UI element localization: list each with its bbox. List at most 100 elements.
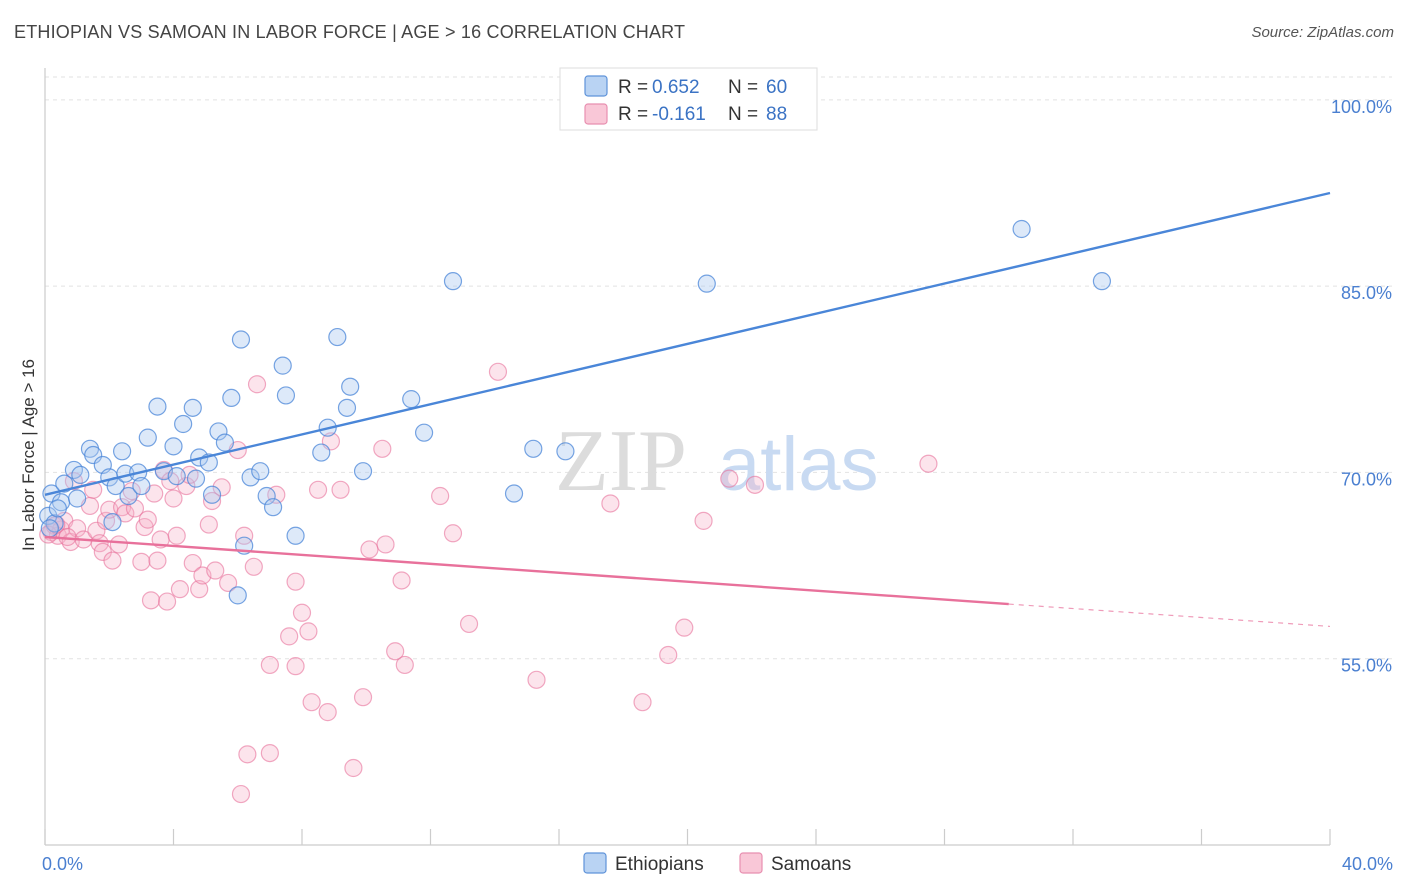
samoan-point-83 (238, 745, 257, 764)
ethiopian-point-21 (183, 398, 202, 417)
samoan-point-34 (177, 476, 196, 496)
ethiopian-point-10 (112, 442, 132, 461)
samoan-point-52 (286, 657, 305, 676)
samoan-point-57 (318, 703, 337, 722)
samoan-point-66 (395, 655, 414, 675)
ethiopian-point-22 (186, 469, 206, 488)
ethiopian-point-31 (257, 486, 276, 506)
trend-lines (44, 191, 1331, 628)
samoan-point-73 (633, 693, 652, 712)
samoan-point-33 (170, 580, 190, 599)
samoan-point-68 (443, 524, 463, 543)
samoan-point-53 (292, 603, 312, 622)
samoan-point-75 (675, 618, 694, 637)
ethiopian-point-43 (414, 423, 434, 442)
legend-bottom: Ethiopians Samoans (583, 852, 851, 875)
samoan-point-42 (212, 478, 231, 497)
samoan-point-78 (745, 475, 765, 494)
legend-n-label-2: N = (728, 104, 758, 125)
ethiopian-point-2 (55, 474, 74, 493)
samoan-point-81 (260, 743, 279, 763)
samoan-point-72 (601, 494, 620, 513)
ethiopian-point-44 (443, 272, 463, 291)
ethiopian-point-39 (337, 398, 357, 417)
legend-r-label-2: R = (618, 104, 648, 125)
samoan-point-37 (190, 580, 209, 599)
samoan-point-74 (659, 645, 678, 665)
ethiopian-point-4 (71, 465, 90, 485)
ethiopian-point-20 (174, 414, 193, 434)
samoan-point-15 (103, 551, 122, 570)
samoan-point-77 (720, 469, 739, 488)
y-axis-label: In Labor Force | Age > 16 (19, 359, 38, 551)
ethiopian-point-42 (402, 390, 421, 409)
samoan-point-79 (919, 454, 938, 473)
legend-swatch-ethiopian (584, 75, 608, 97)
ethiopian-point-47 (556, 442, 575, 461)
ethiopian-point-18 (164, 437, 183, 456)
ethiopian-point-6 (84, 445, 103, 465)
samoan-trend-line-extension (1008, 603, 1331, 628)
samoan-point-47 (247, 375, 267, 394)
source-label: Source: ZipAtlas.com (1251, 24, 1394, 41)
samoan-point-82 (353, 688, 373, 707)
samoan-point-26 (148, 551, 167, 570)
ethiopian-point-58 (40, 519, 59, 538)
y-tick-labels: 55.0% 70.0% 85.0% 100.0% (1331, 97, 1392, 676)
bottom-swatch-ethiopian (583, 852, 607, 874)
samoan-point-16 (109, 535, 128, 554)
samoan-point-40 (202, 491, 222, 511)
ethiopian-point-45 (504, 484, 524, 503)
legend-r-value-2: -0.161 (652, 104, 706, 125)
legend-top: R = 0.652 N = 60 R = -0.161 N = 88 (559, 67, 818, 131)
ethiopian-point-36 (312, 443, 331, 462)
samoan-point-67 (431, 486, 450, 506)
samoan-point-24 (141, 591, 161, 610)
ethiopian-point-46 (524, 439, 543, 458)
samoan-point-56 (308, 480, 328, 499)
ethiopian-point-19 (167, 467, 186, 486)
ethiopian-point-57 (228, 586, 247, 605)
samoan-point-71 (527, 670, 546, 689)
ethiopian-point-34 (276, 386, 296, 405)
samoan-point-39 (199, 515, 218, 534)
samoan-point-48 (260, 655, 279, 675)
y-tick-label-2: 85.0% (1341, 283, 1392, 303)
ethiopian-point-48 (697, 274, 716, 293)
bottom-swatch-samoan (739, 852, 763, 874)
ethiopian-point-32 (263, 498, 283, 517)
samoan-point-76 (694, 511, 713, 530)
samoan-point-23 (138, 510, 157, 529)
ethiopian-point-14 (132, 476, 151, 496)
x-tick-label-0: 0.0% (42, 854, 83, 874)
y-tick-label-1: 70.0% (1341, 469, 1392, 489)
bottom-legend-ethiopians: Ethiopians (615, 854, 704, 875)
samoan-point-18 (116, 504, 135, 523)
samoan-point-46 (244, 557, 263, 576)
samoan-point-54 (299, 622, 318, 641)
legend-r-label-1: R = (618, 77, 648, 98)
samoan-point-51 (286, 572, 305, 591)
chart-title: ETHIOPIAN VS SAMOAN IN LABOR FORCE | AGE… (14, 22, 686, 42)
watermark-atlas: atlas (718, 422, 879, 507)
ethiopian-point-29 (241, 468, 260, 487)
x-tick-labels: 0.0% 40.0% (42, 854, 1393, 874)
ethiopian-point-55 (202, 485, 222, 504)
samoan-point-32 (167, 526, 186, 545)
ethiopian-point-35 (286, 526, 305, 545)
ethiopian-point-41 (353, 462, 373, 481)
ethiopian-point-49 (1012, 219, 1031, 239)
ethiopian-point-59 (103, 512, 122, 532)
samoan-point-31 (164, 489, 183, 508)
samoan-point-50 (280, 627, 299, 646)
ethiopian-point-12 (119, 486, 138, 506)
samoan-point-21 (132, 552, 151, 571)
samoan-point-41 (206, 561, 225, 580)
samoan-point-63 (376, 535, 395, 554)
watermark: ZIP atlas (555, 413, 879, 510)
samoan-point-80 (231, 784, 251, 804)
ethiopian-point-15 (138, 428, 157, 447)
x-tick-label-1: 40.0% (1342, 854, 1393, 874)
legend-n-label-1: N = (728, 77, 758, 98)
